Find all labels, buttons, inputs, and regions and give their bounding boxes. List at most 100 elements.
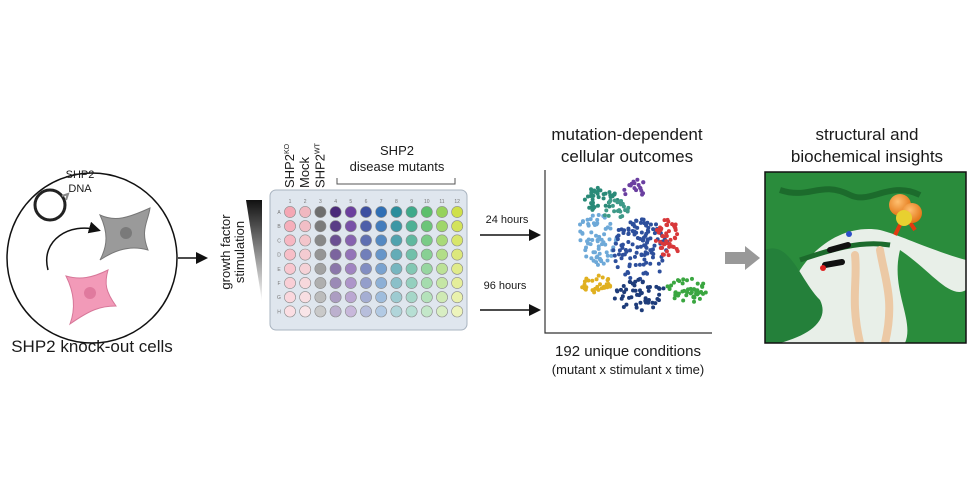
cell-dot (591, 258, 596, 263)
cell-dot (599, 237, 604, 242)
nucleus (120, 227, 132, 239)
plasmid (33, 188, 67, 222)
cell-dot (617, 208, 622, 213)
mutants-label: disease mutants (350, 159, 445, 174)
cell-dot (643, 300, 648, 305)
cell-dot (620, 245, 625, 250)
cell-dot (629, 181, 634, 186)
well (360, 206, 372, 218)
cell-dot (681, 298, 686, 303)
cell-dot (612, 209, 617, 214)
well (329, 277, 342, 289)
cell-dot (608, 221, 613, 226)
well (436, 277, 448, 289)
cell-dot (607, 190, 612, 195)
column-label: 5 (349, 199, 352, 205)
row-label: A (277, 210, 281, 216)
cell-dot (602, 232, 607, 237)
cell-dot (618, 202, 623, 207)
well (405, 262, 418, 275)
well (329, 262, 342, 275)
cell-dot (665, 223, 670, 228)
cell-dot (688, 286, 693, 291)
cell-dot (630, 281, 635, 286)
well (284, 220, 296, 233)
cell-dot (637, 262, 642, 267)
cell-dot (627, 279, 632, 284)
cell-dot (633, 263, 638, 268)
cell-dot (613, 241, 618, 246)
well (329, 248, 342, 261)
well (314, 291, 327, 304)
cell-dot (591, 250, 596, 255)
cell-dot (641, 180, 646, 185)
cell-dot (657, 292, 662, 297)
cell-dot (586, 223, 591, 228)
cell-dot (582, 197, 587, 202)
cell-dot (644, 260, 649, 265)
cell-dot (629, 295, 634, 300)
cell-dot (612, 296, 617, 301)
cell-dot (650, 255, 655, 260)
well (360, 277, 372, 289)
well (375, 234, 388, 247)
well (451, 277, 464, 289)
outcomes-subcaption: (mutant x stimulant x time) (552, 362, 704, 377)
well (344, 248, 357, 261)
well (329, 291, 342, 304)
cell-dot (681, 277, 686, 282)
cell-dot (635, 177, 640, 182)
cell-dot (584, 276, 589, 281)
cell-dot (653, 238, 658, 243)
cell-dot (608, 194, 613, 199)
well (436, 206, 448, 218)
cell-dot (590, 213, 595, 218)
well (299, 305, 312, 318)
well (314, 234, 327, 247)
cell-dot (597, 251, 602, 256)
control-label: SHP2KO (282, 143, 297, 188)
well (436, 262, 448, 275)
cell-dot (697, 296, 702, 301)
well (360, 248, 372, 261)
cell-dot (612, 191, 617, 196)
cell-dot (639, 217, 644, 222)
well (314, 305, 327, 318)
cell-dot (634, 250, 639, 255)
cell-dot (650, 300, 655, 305)
well (284, 234, 296, 247)
row-label: C (277, 238, 281, 244)
cell-dot (592, 290, 597, 295)
cell-dot (617, 248, 622, 253)
insights-title: biochemical insights (791, 147, 943, 166)
cell-dot (655, 297, 660, 302)
nucleus (84, 287, 96, 299)
well (284, 305, 296, 318)
well (390, 248, 403, 261)
well (420, 277, 433, 289)
cell-dot (596, 195, 601, 200)
cell-dot (659, 226, 664, 231)
cells-panel: SHP2 DNA SHP2 knock-out cells (6, 169, 178, 356)
cell-dot (590, 278, 595, 283)
cell-dot (594, 277, 599, 282)
well (299, 248, 312, 261)
well (405, 234, 418, 247)
cell-dot (664, 239, 669, 244)
cell-dot (635, 245, 640, 250)
well (344, 305, 357, 318)
column-label: 10 (424, 199, 430, 205)
well (314, 277, 327, 289)
well (329, 234, 342, 247)
well (299, 262, 312, 275)
cell-dot (667, 286, 672, 291)
cell-dot (623, 248, 628, 253)
atom (846, 231, 852, 237)
cell-dot (595, 238, 600, 243)
cell-dot (654, 284, 659, 289)
well (375, 277, 388, 289)
cell-dot (626, 232, 631, 237)
cell-dot (660, 234, 665, 239)
well (299, 220, 312, 233)
well (405, 206, 418, 218)
